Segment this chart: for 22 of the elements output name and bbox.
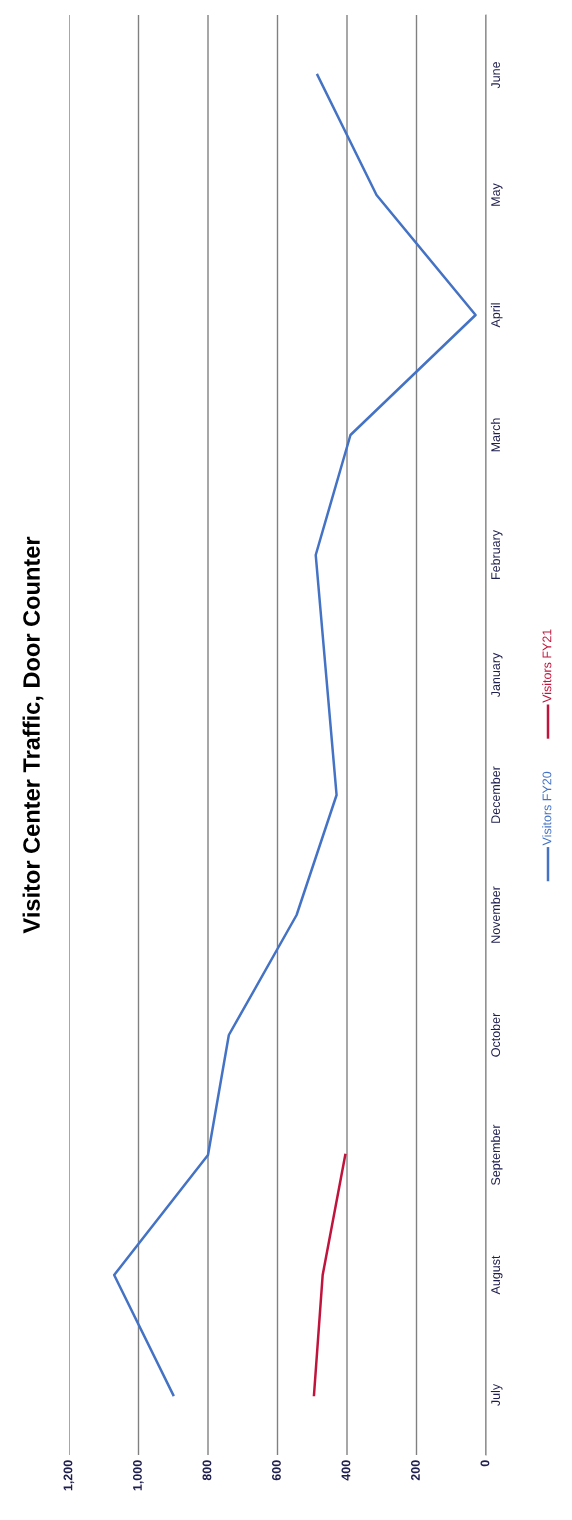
- y-tick-label: January: [491, 652, 503, 698]
- x-tick-label: 1,000: [133, 1460, 144, 1491]
- y-tick-label: February: [490, 530, 503, 579]
- text: Visitor Center Traffic, Door Counter: [22, 536, 44, 934]
- y-tick-label: March: [490, 418, 501, 452]
- y-tick-label: October: [490, 1012, 501, 1057]
- y-tick-label: May: [491, 183, 503, 206]
- x-tick-label: 800: [202, 1460, 212, 1481]
- y-tick-label: November: [490, 886, 501, 943]
- text: Visitors FY20: [542, 771, 552, 846]
- y-tick-label: December: [490, 766, 501, 823]
- y-tick-label: July: [490, 1383, 503, 1406]
- text: Visitors FY21: [542, 629, 552, 703]
- x-tick-label: 200: [411, 1460, 420, 1481]
- x-tick-label: 1,200: [63, 1460, 75, 1491]
- y-tick-label: June: [491, 62, 501, 89]
- y-tick-label: April: [490, 303, 503, 328]
- x-tick-label: 400: [341, 1460, 351, 1481]
- x-tick-label: 600: [272, 1460, 281, 1481]
- y-tick-label: September: [490, 1124, 503, 1185]
- y-tick-label: August: [491, 1255, 503, 1295]
- x-tick-label: 0: [480, 1460, 490, 1467]
